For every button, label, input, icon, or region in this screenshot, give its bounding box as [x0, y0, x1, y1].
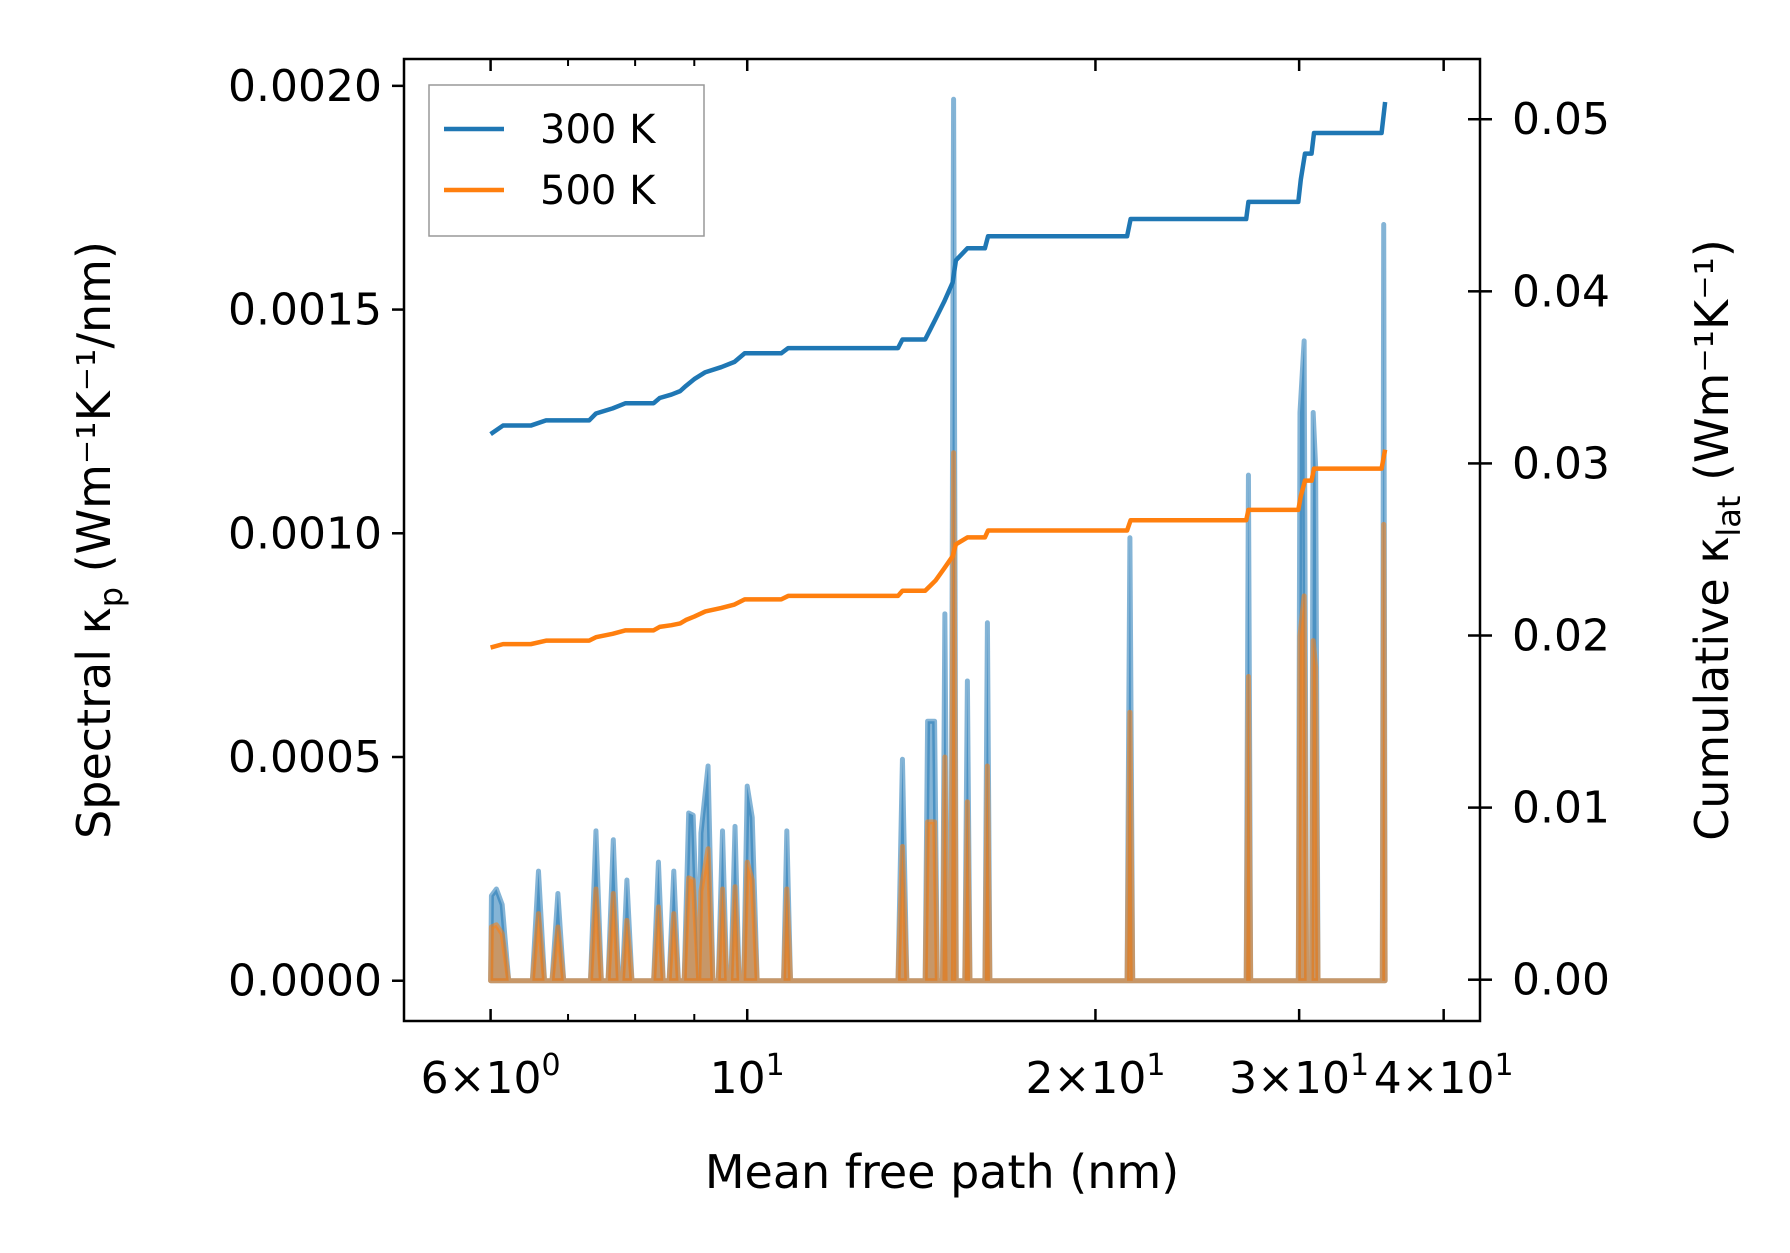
y-right-axis-title: Cumulative κlat (Wm⁻¹K⁻¹) — [1685, 239, 1748, 841]
legend-label: 500 K — [540, 168, 657, 214]
x-tick-label: 101 — [710, 1048, 785, 1104]
x-tick-label: 2×101 — [1025, 1048, 1165, 1104]
x-axis-title: Mean free path (nm) — [705, 1145, 1179, 1199]
plot-frame — [402, 57, 1482, 1023]
legend-label: 300 K — [540, 107, 657, 153]
series-lines — [489, 101, 1388, 650]
y-right-tick-label: 0.04 — [1512, 266, 1610, 317]
spectral-fills — [488, 96, 1388, 984]
y-left-axis-title: Spectral κp (Wm⁻¹K⁻¹/nm) — [67, 241, 130, 839]
legend-box — [428, 84, 705, 237]
y-right-tick-label: 0.01 — [1512, 783, 1610, 834]
y-right-tick-label: 0.00 — [1512, 955, 1610, 1006]
x-tick-label: 6×100 — [421, 1048, 561, 1104]
x-tick-label: 3×101 — [1229, 1048, 1369, 1104]
cumulative-line-500-k — [489, 449, 1388, 650]
y-right-tick-label: 0.05 — [1512, 94, 1610, 145]
x-tick-label: 4×101 — [1374, 1048, 1514, 1104]
y-right-tick-label: 0.02 — [1512, 611, 1610, 662]
legend: 300 K 500 K — [428, 84, 705, 237]
y-left-tick-label: 0.0005 — [228, 732, 382, 783]
y-left-tick-label: 0.0000 — [228, 956, 382, 1007]
axis-labels: Mean free path (nm) Spectral κp (Wm⁻¹K⁻¹/… — [67, 239, 1748, 1199]
y-left-tick-label: 0.0015 — [228, 285, 382, 336]
y-left-tick-label: 0.0020 — [228, 61, 382, 112]
cumulative-line-300-k — [489, 101, 1388, 437]
spectral-area-500-k — [488, 450, 1388, 984]
y-right-tick-label: 0.03 — [1512, 438, 1610, 489]
axis-ticks: 0.0000 0.0005 0.0010 0.0015 0.0020 0.00 0.01 0.… — [228, 59, 1610, 1104]
y-left-tick-label: 0.0010 — [228, 508, 382, 559]
